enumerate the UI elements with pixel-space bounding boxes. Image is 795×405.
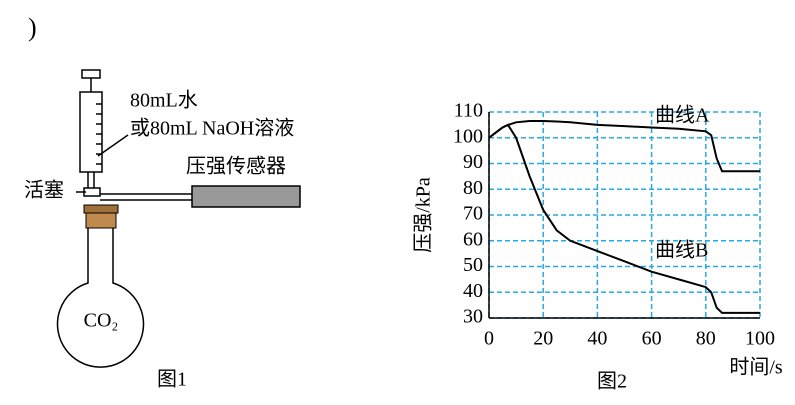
y-tick-label: 80 — [463, 177, 483, 199]
x-tick-label: 20 — [533, 328, 553, 350]
x-tick-label: 0 — [484, 328, 494, 350]
x-tick-label: 60 — [642, 328, 662, 350]
x-tick-label: 40 — [587, 328, 607, 350]
y-tick-label: 110 — [454, 100, 483, 122]
label: 或80mL NaOH溶液 — [130, 117, 294, 140]
label: CO₂ — [84, 310, 119, 332]
caption: 图1 — [157, 369, 187, 391]
plunger-head — [82, 70, 100, 78]
label: 活塞 — [24, 179, 64, 202]
y-tick-label: 40 — [463, 280, 483, 302]
valve — [84, 188, 100, 196]
y-tick-label: 60 — [463, 228, 483, 250]
caption: 图2 — [597, 371, 627, 393]
y-tick-label: 30 — [463, 306, 483, 328]
curve-label: 曲线B — [655, 239, 708, 262]
y-axis-label: 压强/kPa — [413, 177, 435, 253]
y-tick-label: 100 — [453, 125, 483, 147]
flask — [58, 228, 144, 367]
curve-label: 曲线A — [655, 104, 710, 127]
label: 压强传感器 — [186, 155, 286, 178]
pressure-sensor — [192, 186, 300, 207]
y-tick-label: 90 — [463, 151, 483, 173]
y-tick-label: 50 — [463, 254, 483, 276]
stopper — [86, 213, 116, 228]
page: ) 80mL水 或80mL NaOH溶液 压强传感器 活塞 CO₂ 图1 图2 … — [0, 0, 795, 405]
y-tick-label: 70 — [463, 203, 483, 225]
fragment: ) — [28, 13, 37, 42]
x-tick-label: 80 — [696, 328, 716, 350]
x-axis-label: 时间/s — [729, 356, 783, 379]
x-tick-label: 100 — [745, 328, 775, 350]
side-tube — [100, 194, 192, 200]
curve — [489, 125, 760, 313]
label: 80mL水 — [130, 89, 198, 112]
stopper-top — [84, 205, 118, 213]
